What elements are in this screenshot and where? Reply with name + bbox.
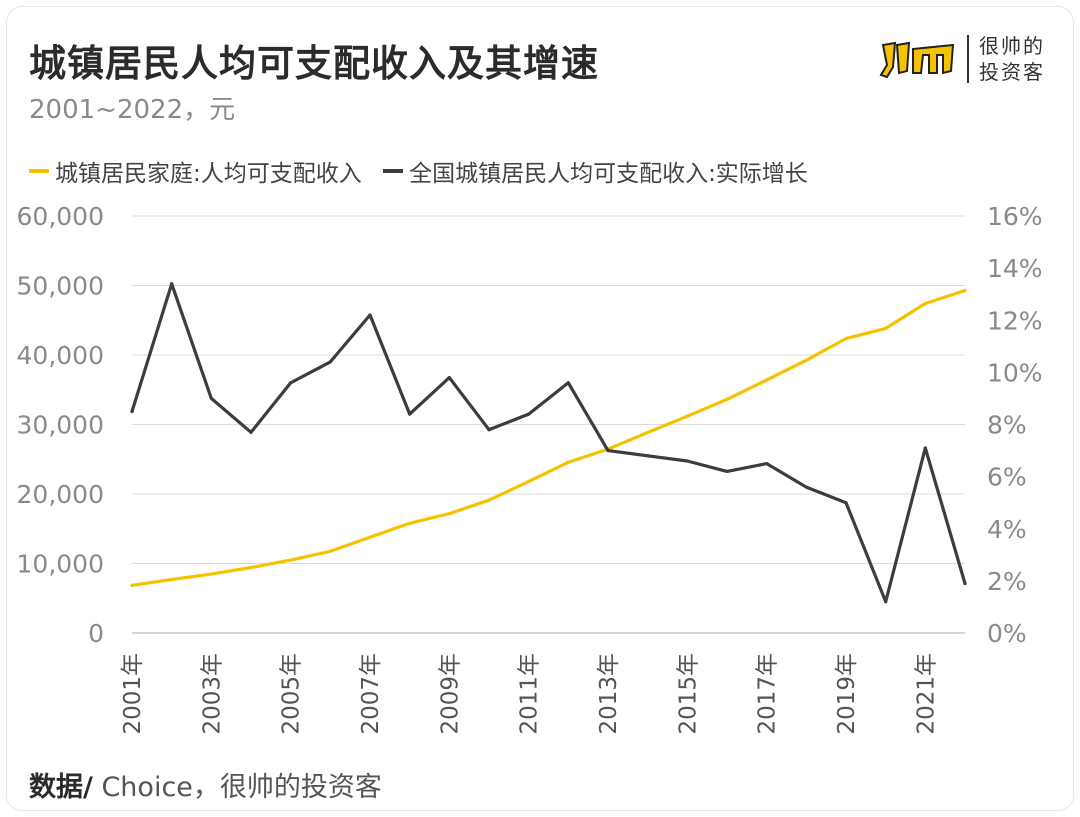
data-point-growth xyxy=(963,581,967,586)
series-line-growth xyxy=(130,282,967,604)
data-point-growth xyxy=(566,381,570,385)
data-point-income xyxy=(884,326,888,330)
y-left-tick-label: 30,000 xyxy=(17,411,104,440)
y-right-tick-label: 10% xyxy=(987,358,1043,387)
data-point-income xyxy=(368,535,372,539)
data-point-income xyxy=(289,558,293,562)
legend-label-income: 城镇居民家庭:人均可支配收入 xyxy=(55,161,362,187)
x-tick-label: 2003年 xyxy=(199,653,225,735)
y-right-tick-label: 16% xyxy=(987,202,1043,231)
left-axis-labels: 0 10,000 20,000 30,000 40,000 50,000 60,000 xyxy=(17,202,104,648)
data-point-income xyxy=(487,498,491,502)
line-chart: 0 10,000 20,000 30,000 40,000 50,000 60,000 0%… xyxy=(17,202,1043,735)
brand-logo-icon: ym xyxy=(879,41,955,79)
data-point-growth xyxy=(606,448,610,453)
brand-block: ym 很帅的 投资客 xyxy=(879,31,1059,87)
legend-label-growth: 全国城镇居民人均可支配收入:实际增长 xyxy=(409,161,808,187)
x-tick-label: 2015年 xyxy=(675,653,701,735)
x-tick-label: 2005年 xyxy=(279,653,305,735)
y-left-tick-label: 10,000 xyxy=(17,550,104,579)
data-point-growth xyxy=(249,430,253,434)
data-point-income xyxy=(725,397,729,401)
data-point-growth xyxy=(527,412,531,416)
data-point-income xyxy=(923,301,927,306)
source-text: Choice，很帅的投资客 xyxy=(92,772,382,803)
data-point-income xyxy=(646,430,650,435)
x-tick-label: 2007年 xyxy=(358,653,384,735)
data-point-growth xyxy=(844,501,848,505)
data-point-growth xyxy=(209,396,213,401)
data-point-growth xyxy=(646,454,650,458)
data-point-income xyxy=(408,521,412,525)
data-point-income xyxy=(685,414,689,418)
data-point-income xyxy=(209,572,213,576)
x-tick-label: 2021年 xyxy=(913,653,939,735)
data-point-growth xyxy=(289,381,293,385)
data-point-income xyxy=(249,565,253,570)
data-point-growth xyxy=(884,600,888,604)
legend-swatch-growth xyxy=(383,169,404,173)
data-point-income xyxy=(527,479,531,484)
brand-name-line2: 投资客 xyxy=(979,60,1045,84)
y-right-tick-label: 8% xyxy=(987,411,1027,440)
data-point-income xyxy=(130,583,134,587)
x-tick-label: 2011年 xyxy=(517,653,543,735)
legend-swatch-income xyxy=(29,169,49,173)
y-left-tick-label: 20,000 xyxy=(17,480,104,509)
chart-title: 城镇居民人均可支配收入及其增速 xyxy=(29,42,599,85)
y-right-tick-label: 2% xyxy=(987,567,1027,596)
brand-name: 很帅的 投资客 xyxy=(979,33,1045,85)
data-point-income xyxy=(765,378,769,382)
data-point-growth xyxy=(328,360,332,364)
data-point-income xyxy=(804,358,808,362)
y-left-tick-label: 50,000 xyxy=(17,272,104,301)
x-tick-label: 2019年 xyxy=(834,653,860,735)
y-right-tick-label: 6% xyxy=(987,463,1027,492)
data-point-growth xyxy=(923,446,927,450)
data-point-growth xyxy=(487,428,491,432)
y-right-tick-label: 4% xyxy=(987,515,1027,544)
series-layer xyxy=(130,282,967,604)
legend-item-growth: 全国城镇居民人均可支配收入:实际增长 xyxy=(383,154,808,188)
data-point-growth xyxy=(765,461,769,466)
series-line-income xyxy=(130,288,967,587)
data-source: 数据/ Choice，很帅的投资客 xyxy=(29,765,382,804)
data-point-growth xyxy=(725,469,729,474)
data-point-growth xyxy=(685,459,689,463)
data-point-growth xyxy=(368,313,372,317)
data-point-growth xyxy=(804,485,808,489)
y-left-tick-label: 40,000 xyxy=(17,341,104,370)
data-point-income xyxy=(170,577,174,582)
data-point-income xyxy=(328,549,332,553)
data-point-income xyxy=(963,288,967,293)
source-label: 数据/ xyxy=(29,772,93,803)
data-point-income xyxy=(844,337,848,341)
data-point-income xyxy=(566,460,570,464)
data-point-income xyxy=(447,512,451,516)
brand-name-line1: 很帅的 xyxy=(979,34,1045,58)
data-point-growth xyxy=(170,282,174,286)
y-right-tick-label: 12% xyxy=(987,306,1043,335)
right-axis-labels: 0% 2% 4% 6% 8% 10% 12% 14% 16% xyxy=(987,202,1043,648)
chart-card: 城镇居民人均可支配收入及其增速 2001~2022，元 ym 很帅的 投资客 城… xyxy=(6,6,1074,811)
data-point-growth xyxy=(130,409,134,414)
x-tick-label: 2001年 xyxy=(120,653,146,735)
y-left-tick-label: 60,000 xyxy=(17,202,104,231)
y-right-tick-label: 14% xyxy=(987,254,1043,283)
x-axis-labels: 2001年 2003年 2005年 2007年 2009年 2011年 2013年 2015年… xyxy=(120,653,939,735)
brand-divider xyxy=(967,35,969,83)
chart-legend: 城镇居民家庭:人均可支配收入 全国城镇居民人均可支配收入:实际增长 xyxy=(29,153,822,187)
x-tick-label: 2017年 xyxy=(755,653,781,735)
x-tick-label: 2009年 xyxy=(437,653,463,735)
legend-item-income: 城镇居民家庭:人均可支配收入 xyxy=(29,154,362,188)
y-right-tick-label: 0% xyxy=(987,619,1027,648)
data-point-growth xyxy=(408,412,412,416)
x-tick-label: 2013年 xyxy=(596,653,622,735)
data-point-growth xyxy=(447,375,451,380)
y-left-tick-label: 0 xyxy=(88,619,104,648)
chart-subtitle: 2001~2022，元 xyxy=(29,95,236,125)
